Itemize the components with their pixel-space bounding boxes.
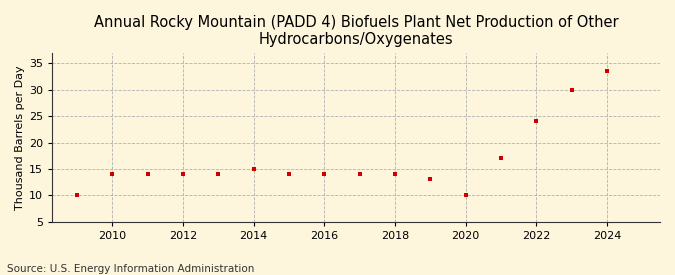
Title: Annual Rocky Mountain (PADD 4) Biofuels Plant Net Production of Other
Hydrocarbo: Annual Rocky Mountain (PADD 4) Biofuels … bbox=[94, 15, 618, 47]
Text: Source: U.S. Energy Information Administration: Source: U.S. Energy Information Administ… bbox=[7, 264, 254, 274]
Y-axis label: Thousand Barrels per Day: Thousand Barrels per Day bbox=[15, 65, 25, 210]
